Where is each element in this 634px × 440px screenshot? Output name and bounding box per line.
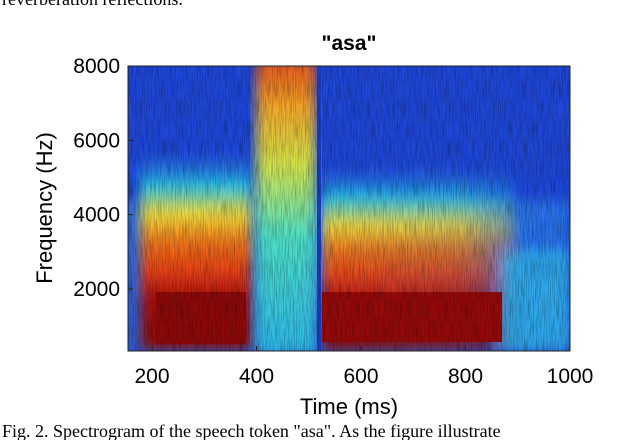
y-tick-label: 2000 <box>73 278 120 301</box>
spectrogram-image <box>128 66 570 351</box>
chart-title: "asa" <box>322 32 377 55</box>
x-tick-label: 800 <box>448 365 483 388</box>
plot-frame <box>127 65 571 352</box>
x-tick-label: 200 <box>135 365 170 388</box>
y-axis-label: Frequency (Hz) <box>32 132 57 284</box>
y-tick-label: 6000 <box>73 129 120 152</box>
caption: Fig. 2. Spectrogram of the speech token … <box>2 421 501 440</box>
y-tick-label: 8000 <box>73 55 120 78</box>
x-tick-label: 400 <box>239 365 274 388</box>
y-tick-label: 4000 <box>73 204 120 227</box>
x-axis-label: Time (ms) <box>300 394 398 419</box>
top-text: reverberation reflections. <box>2 0 183 9</box>
x-tick-label: 600 <box>343 365 378 388</box>
x-tick-label: 1000 <box>547 365 594 388</box>
